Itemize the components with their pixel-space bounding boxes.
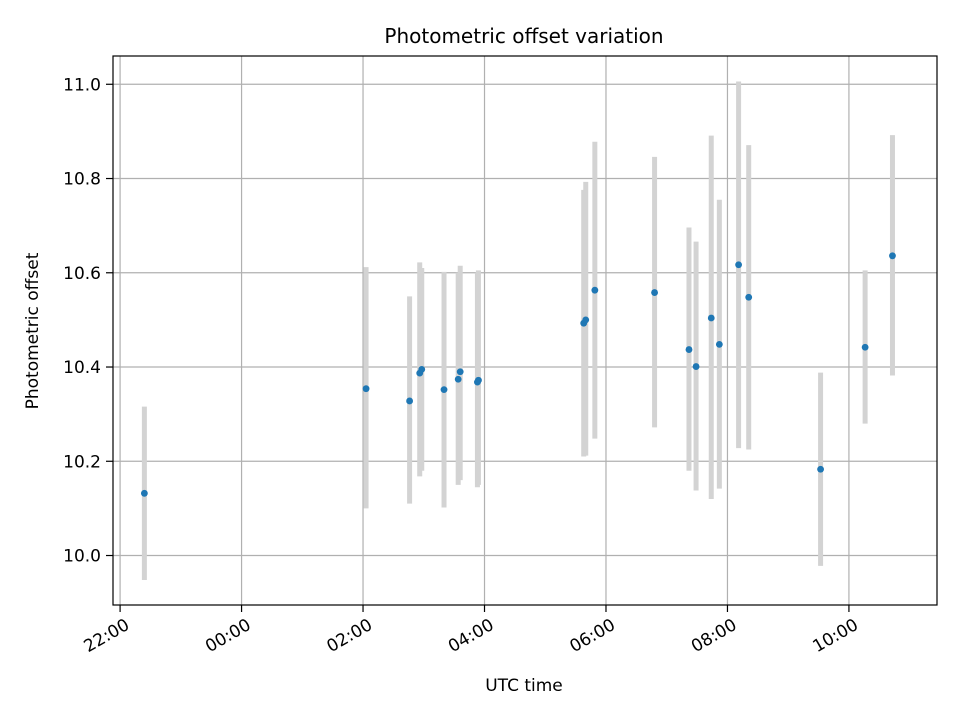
plot-frame [112,55,938,606]
data-point [707,314,715,322]
data-point [454,375,462,383]
data-point [475,376,482,384]
data-point [685,346,693,353]
x-tick-label: 04:00 [445,615,497,657]
y-axis-label: Photometric offset [23,252,43,409]
grid-lines [113,56,937,605]
y-tick-label: 10.2 [63,452,101,472]
x-tick-label: 10:00 [809,615,861,657]
y-tick-label: 10.4 [63,358,101,378]
data-point [440,386,448,394]
x-tick-label: 00:00 [202,615,254,657]
data-point [861,343,869,351]
error-bars [141,81,895,581]
y-tick-label: 11.0 [63,75,101,95]
y-tick-label: 10.0 [63,547,101,567]
data-point [715,341,723,348]
data-point [889,252,896,260]
data-point [140,489,148,497]
data-point [591,286,599,294]
x-tick-label: 06:00 [567,615,619,657]
data-point [582,316,590,324]
chart-title: Photometric offset variation [384,24,663,48]
x-axis-label: UTC time [485,676,563,696]
y-tick-label: 10.8 [63,170,101,190]
data-point [735,261,742,269]
data-point [817,465,824,473]
x-tick-label: 22:00 [81,615,133,657]
data-point [418,365,426,373]
y-tick-label: 10.6 [63,264,101,284]
data-point [456,368,464,376]
data-point [745,293,753,301]
x-tick-label: 02:00 [324,615,376,657]
x-axis-ticks: 22:00 00:00 02:00 04:00 06:00 08:00 10:00 [81,605,862,657]
data-point [406,397,413,405]
data-point [692,363,700,370]
y-axis-ticks: 10.0 10.2 10.4 10.6 10.8 11.0 [63,75,113,567]
data-point [362,385,370,393]
data-points [140,252,896,497]
data-point [651,289,658,296]
x-tick-label: 08:00 [688,615,740,657]
